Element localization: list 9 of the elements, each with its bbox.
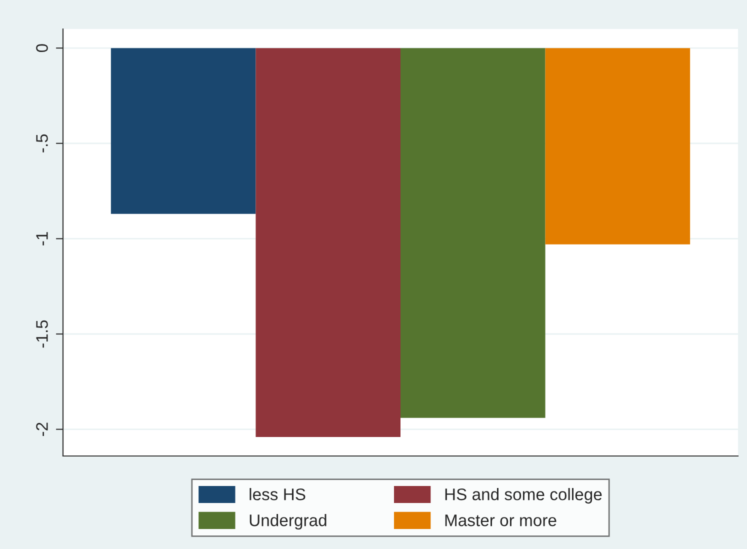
- y-tick-label: -1: [36, 232, 48, 246]
- legend-label: less HS: [250, 488, 306, 500]
- y-tick-label: -.5: [36, 134, 48, 152]
- legend-label: HS and some college: [445, 488, 602, 504]
- legend-label: Master or more: [445, 514, 556, 526]
- y-tick-label: 0: [36, 44, 48, 52]
- y-tick-label: -2: [36, 422, 48, 436]
- y-tick-label: -1.5: [36, 320, 48, 348]
- legend-label: Undergrad: [250, 514, 326, 530]
